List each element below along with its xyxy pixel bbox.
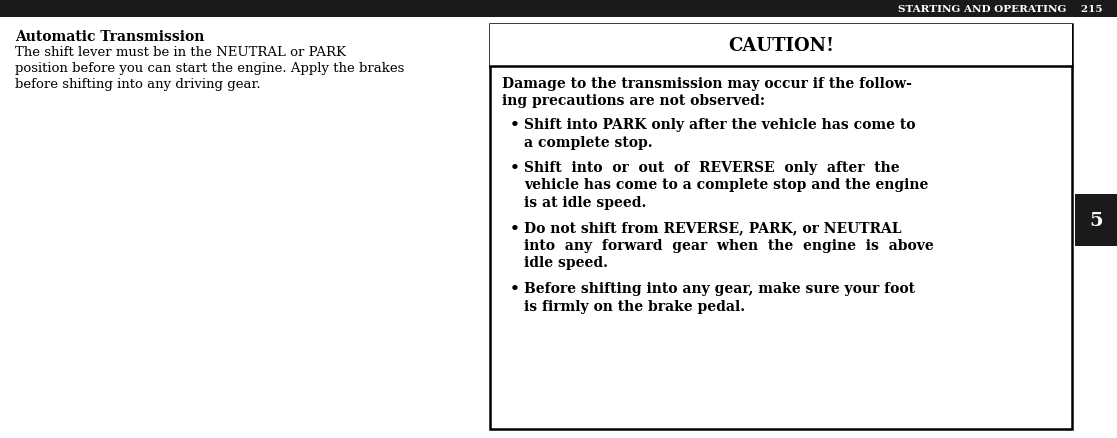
- Text: idle speed.: idle speed.: [524, 256, 608, 270]
- Text: Before shifting into any gear, make sure your foot: Before shifting into any gear, make sure…: [524, 281, 915, 295]
- Text: is firmly on the brake pedal.: is firmly on the brake pedal.: [524, 299, 745, 313]
- Text: is at idle speed.: is at idle speed.: [524, 195, 647, 209]
- Text: vehicle has come to a complete stop and the engine: vehicle has come to a complete stop and …: [524, 178, 928, 192]
- Text: 5: 5: [1089, 212, 1102, 230]
- Text: Shift  into  or  out  of  REVERSE  only  after  the: Shift into or out of REVERSE only after …: [524, 161, 899, 175]
- Bar: [490, 25, 1072, 67]
- Text: ing precautions are not observed:: ing precautions are not observed:: [502, 94, 765, 108]
- Text: •: •: [510, 221, 519, 235]
- Bar: [0, 0, 1117, 18]
- Text: Shift into PARK only after the vehicle has come to: Shift into PARK only after the vehicle h…: [524, 118, 916, 132]
- Text: Automatic Transmission: Automatic Transmission: [15, 30, 204, 44]
- Text: a complete stop.: a complete stop.: [524, 135, 652, 149]
- Text: before shifting into any driving gear.: before shifting into any driving gear.: [15, 78, 260, 91]
- Text: •: •: [510, 161, 519, 175]
- Text: Do not shift from REVERSE, PARK, or NEUTRAL: Do not shift from REVERSE, PARK, or NEUT…: [524, 221, 901, 235]
- Text: Damage to the transmission may occur if the follow-: Damage to the transmission may occur if …: [502, 77, 911, 91]
- Text: into  any  forward  gear  when  the  engine  is  above: into any forward gear when the engine is…: [524, 238, 934, 252]
- Text: CAUTION!: CAUTION!: [728, 37, 834, 55]
- Bar: [1075, 194, 1117, 247]
- Bar: [490, 25, 1072, 429]
- Text: •: •: [510, 118, 519, 132]
- Text: position before you can start the engine. Apply the brakes: position before you can start the engine…: [15, 62, 404, 75]
- Text: •: •: [510, 281, 519, 295]
- Text: The shift lever must be in the NEUTRAL or PARK: The shift lever must be in the NEUTRAL o…: [15, 46, 346, 59]
- Text: STARTING AND OPERATING    215: STARTING AND OPERATING 215: [897, 4, 1102, 14]
